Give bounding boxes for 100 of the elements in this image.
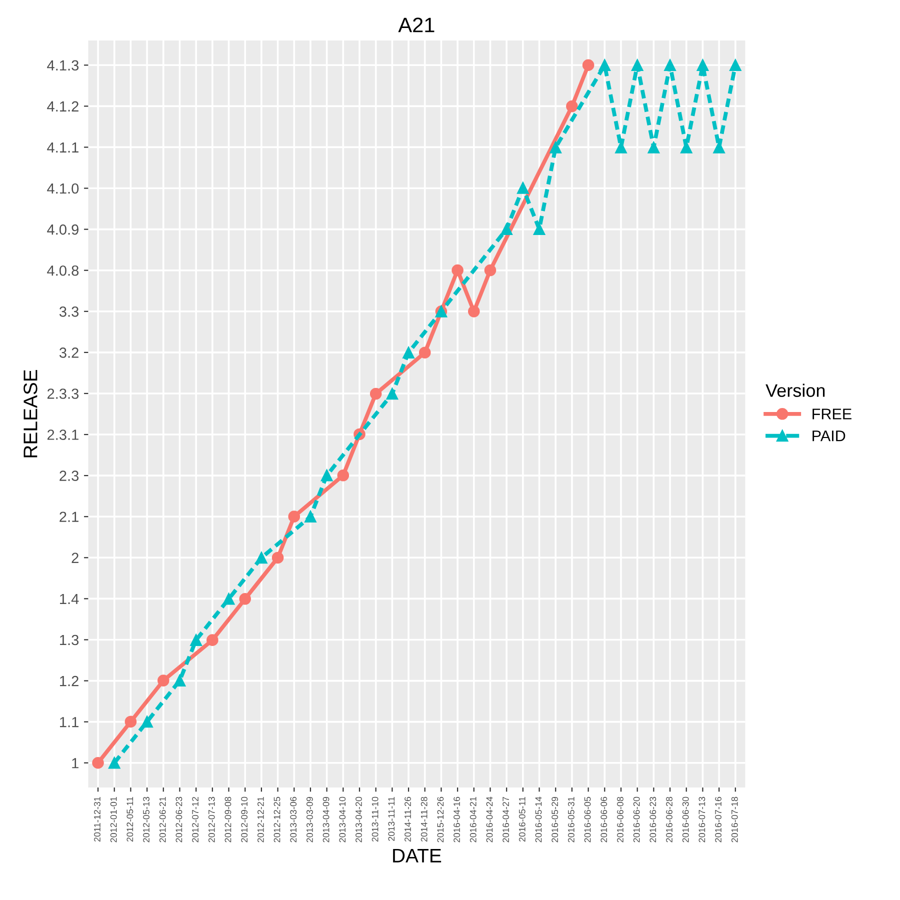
- category-label: 2.3.3: [47, 388, 79, 399]
- x-tick-label: 2012-12-21: [257, 796, 264, 842]
- point: [631, 59, 644, 72]
- legend-label: FREE: [812, 408, 852, 420]
- x-tick-label: 2016-06-20: [633, 796, 640, 842]
- x-tick-label: 2014-11-28: [420, 796, 428, 842]
- x-tick-label: 2016-06-08: [617, 796, 624, 842]
- point: [500, 223, 512, 235]
- category-label: 4.1.1: [47, 142, 78, 152]
- x-tick-label: 2012-05-13: [143, 796, 150, 842]
- x-tick-label: 2016-05-29: [552, 796, 558, 842]
- category-label: 2.3.1: [47, 430, 78, 440]
- category-label: 3.3: [59, 306, 79, 317]
- x-tick-label: 2013-04-10: [339, 796, 346, 842]
- x-tick-label: 2016-07-13: [698, 796, 706, 842]
- point: [729, 59, 742, 72]
- x-tick-label: 2013-03-09: [306, 796, 313, 842]
- point: [418, 346, 431, 358]
- x-tick-label: 2016-04-24: [486, 796, 493, 842]
- y-axis-title: RELEASE: [24, 370, 38, 458]
- point: [664, 59, 676, 72]
- x-tick-label: 2013-11-10: [372, 796, 378, 842]
- point: [288, 510, 300, 522]
- point: [108, 756, 120, 769]
- point: [124, 716, 137, 728]
- category-label: 4.0.8: [47, 265, 79, 276]
- x-tick-label: 2012-07-12: [192, 796, 198, 842]
- category-label: 4.0.9: [47, 224, 78, 235]
- point: [517, 182, 529, 194]
- point: [713, 142, 725, 154]
- point: [337, 470, 350, 482]
- category-label: 2.1: [60, 512, 78, 522]
- x-tick-label: 2012-12-25: [274, 796, 280, 842]
- point: [598, 59, 611, 72]
- x-tick-label: 2012-01-01: [110, 796, 117, 842]
- point: [190, 634, 202, 646]
- x-tick-label: 2014-11-26: [404, 796, 411, 842]
- point: [370, 388, 382, 400]
- point: [648, 142, 660, 154]
- category-label: 1.2: [60, 676, 78, 686]
- x-tick-label: 2012-06-23: [176, 796, 182, 842]
- category-label: 3.2: [59, 348, 78, 358]
- x-tick-label: 2013-11-11: [388, 796, 395, 841]
- point: [402, 346, 414, 358]
- x-tick-label: 2016-06-06: [600, 796, 608, 842]
- point: [386, 388, 398, 400]
- point: [533, 223, 546, 235]
- point: [141, 716, 153, 728]
- category-label: 1.4: [60, 594, 79, 604]
- point: [157, 674, 170, 686]
- x-tick-label: 2012-06-21: [159, 796, 166, 842]
- point: [272, 552, 284, 564]
- x-axis-title: DATE: [393, 848, 442, 862]
- x-tick-label: 2016-04-27: [502, 796, 510, 842]
- x-tick-label: 2016-05-11: [518, 796, 526, 842]
- x-tick-label: 2016-05-14: [535, 796, 542, 842]
- x-tick-label: 2016-06-23: [650, 796, 656, 842]
- x-tick-label: 2016-06-30: [682, 796, 689, 842]
- x-tick-label: 2012-09-08: [224, 796, 232, 842]
- x-tick-label: 2016-06-28: [666, 796, 672, 842]
- category-label: 1: [72, 758, 78, 768]
- x-tick-label: 2013-04-20: [356, 796, 362, 842]
- x-tick-label: 2012-07-13: [208, 796, 215, 842]
- legend-title: Version: [766, 384, 825, 397]
- point: [680, 142, 692, 154]
- point: [304, 510, 316, 522]
- point: [582, 59, 594, 72]
- point: [320, 470, 333, 482]
- x-tick-label: 2013-03-06: [290, 796, 297, 842]
- x-tick-label: 2011-12-31: [94, 796, 100, 842]
- x-tick-label: 2016-07-16: [715, 796, 722, 842]
- point: [484, 264, 496, 276]
- point: [550, 142, 562, 154]
- x-tick-label: 2012-05-11: [126, 796, 134, 842]
- category-label: 1.1: [60, 717, 78, 728]
- category-label: 2.3: [60, 470, 79, 481]
- x-tick-label: 2016-04-21: [470, 796, 476, 842]
- chart-title: A21: [398, 18, 434, 32]
- category-label: 4.1.2: [47, 101, 78, 112]
- x-tick-label: 2015-12-26: [437, 796, 444, 842]
- x-tick-label: 2016-04-16: [454, 796, 460, 842]
- point: [256, 552, 268, 564]
- category-label: 1.3: [60, 634, 79, 646]
- x-tick-label: 2016-05-31: [568, 796, 574, 842]
- x-tick-label: 2012-09-10: [241, 796, 248, 842]
- x-tick-label: 2013-04-09: [322, 796, 330, 842]
- point: [566, 100, 578, 112]
- point: [696, 59, 709, 72]
- legend-label: PAID: [812, 430, 846, 442]
- point: [222, 593, 235, 605]
- point: [174, 674, 186, 686]
- point: [92, 756, 104, 769]
- point: [206, 634, 218, 646]
- point: [615, 142, 627, 154]
- category-label: 4.1.0: [47, 183, 79, 194]
- x-tick-label: 2016-07-18: [731, 796, 738, 842]
- point: [468, 306, 480, 318]
- point: [452, 264, 464, 276]
- point: [239, 593, 251, 605]
- category-label: 2: [72, 552, 78, 563]
